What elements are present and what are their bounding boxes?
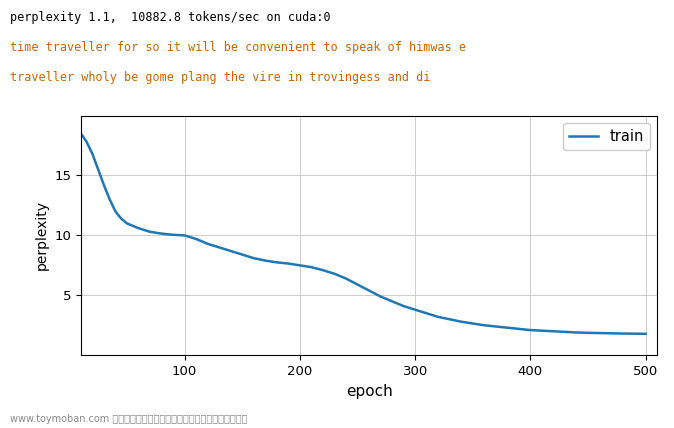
X-axis label: epoch: epoch <box>346 383 392 398</box>
train <box>365 288 373 293</box>
train <box>446 317 454 322</box>
Text: time traveller for so it will be convenient to speak of himwas e: time traveller for so it will be conveni… <box>10 41 466 54</box>
train <box>135 226 143 231</box>
Legend: train: train <box>563 123 650 149</box>
Text: traveller wholy be gome plang the vire in trovingess and di: traveller wholy be gome plang the vire i… <box>10 71 431 83</box>
train <box>642 331 650 336</box>
Line: train: train <box>81 134 646 334</box>
train <box>388 299 396 304</box>
train <box>262 258 270 263</box>
Y-axis label: perplexity: perplexity <box>34 200 49 270</box>
train <box>77 131 85 136</box>
Text: www.toymoban.com 网络图片仅供展示，非存储，如有侵权请联系删除。: www.toymoban.com 网络图片仅供展示，非存储，如有侵权请联系删除。 <box>10 414 247 424</box>
Text: perplexity 1.1,  10882.8 tokens/sec on cuda:0: perplexity 1.1, 10882.8 tokens/sec on cu… <box>10 11 331 24</box>
train <box>400 303 408 309</box>
